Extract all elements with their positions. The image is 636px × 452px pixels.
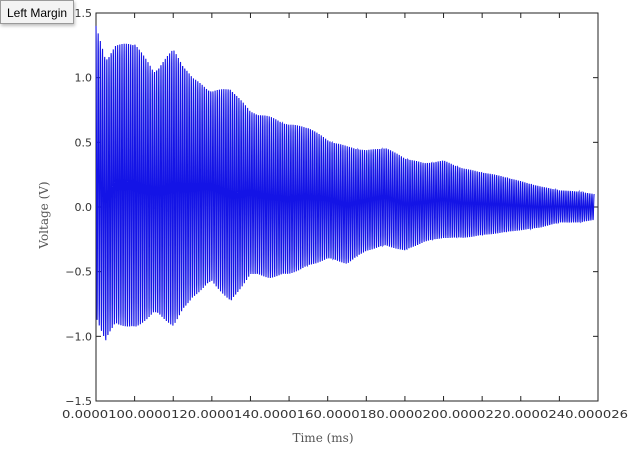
y-tick-label: 1.5 [75, 7, 93, 20]
y-tick-label: −0.5 [65, 266, 92, 279]
x-axis-title: Time (ms) [292, 431, 353, 445]
y-tick-label: 0.0 [75, 201, 93, 214]
y-axis-title: Voltage (V) [37, 181, 51, 249]
y-tick-label: −1.0 [65, 330, 92, 343]
x-axis-ticks [95, 13, 599, 401]
y-tick-label: 0.5 [75, 136, 93, 149]
x-tick-labels: 0.0000100.0000120.0000140.0000160.000018… [62, 408, 628, 421]
left-margin-tooltip: Left Margin [0, 0, 75, 24]
y-tick-label: −1.5 [65, 395, 92, 408]
y-tick-label: 1.0 [75, 72, 93, 85]
series-voltage-line [95, 25, 595, 341]
